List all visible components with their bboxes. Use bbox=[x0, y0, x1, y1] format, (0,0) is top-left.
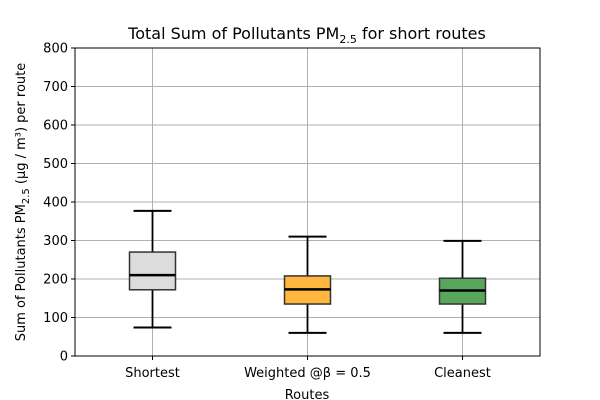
box-0 bbox=[128, 209, 177, 329]
y-tick-label: 0 bbox=[60, 350, 68, 365]
box-1 bbox=[283, 235, 332, 334]
y-axis-label: Sum of Pollutants PM2.5 (μg / m³) per ro… bbox=[14, 63, 32, 342]
axis-ticks: 0 100 200 300 400 500 600 700 800 Shortest Weighte… bbox=[43, 42, 491, 382]
y-tick-label: 700 bbox=[43, 80, 68, 95]
y-axis-label-subscript: 2.5 bbox=[21, 188, 32, 204]
x-axis-label: Routes bbox=[285, 388, 330, 400]
y-axis-label-tail: (μg / m³) per route bbox=[14, 63, 29, 189]
chart-title-main: Total Sum of Pollutants PM bbox=[127, 24, 339, 43]
x-tick-label: Shortest bbox=[125, 366, 180, 381]
x-tick-label: Weighted @β = 0.5 bbox=[244, 366, 371, 381]
box-layer bbox=[128, 209, 487, 334]
iqr-box bbox=[128, 251, 177, 291]
y-tick-label: 800 bbox=[43, 42, 68, 57]
y-axis-label-main: Sum of Pollutants PM bbox=[14, 204, 29, 341]
y-tick-label: 100 bbox=[43, 311, 68, 326]
y-tick-label: 500 bbox=[43, 157, 68, 172]
y-tick-label: 200 bbox=[43, 273, 68, 288]
chart-title-subscript: 2.5 bbox=[339, 33, 357, 46]
y-tick-label: 300 bbox=[43, 234, 68, 249]
chart-title-tail: for short routes bbox=[357, 24, 486, 43]
chart-title: Total Sum of Pollutants PM2.5 for short … bbox=[127, 24, 486, 46]
y-tick-label: 600 bbox=[43, 119, 68, 134]
box-2 bbox=[438, 239, 487, 334]
y-tick-label: 400 bbox=[43, 196, 68, 211]
x-tick-label: Cleanest bbox=[434, 366, 491, 381]
